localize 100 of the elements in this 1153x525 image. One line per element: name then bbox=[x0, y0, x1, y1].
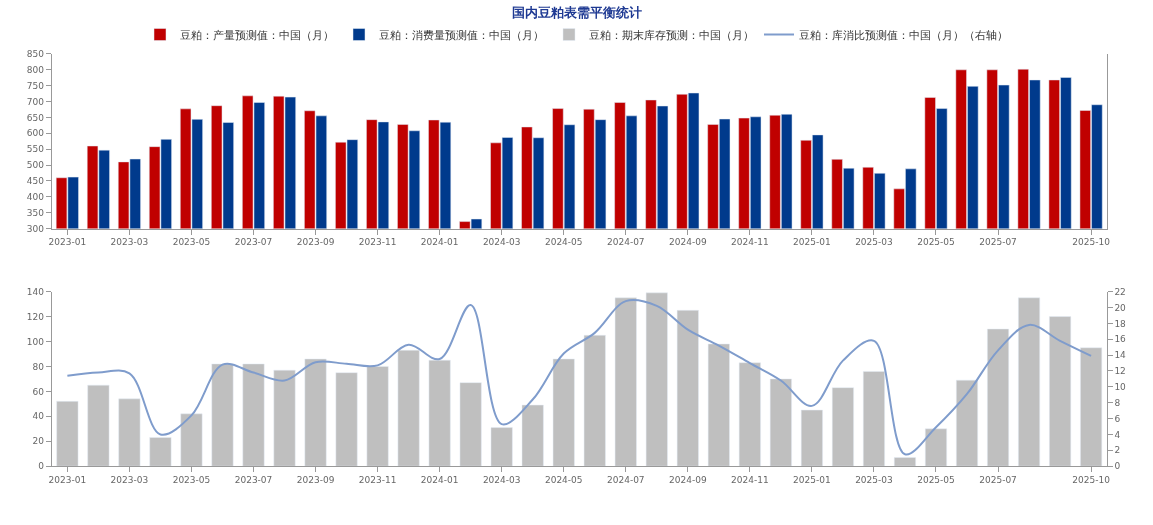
bar bbox=[676, 310, 699, 467]
bar bbox=[335, 372, 358, 467]
bar bbox=[180, 413, 203, 467]
y2-tick-label: 10 bbox=[1114, 381, 1127, 392]
x-tick-label: 2023-09 bbox=[296, 237, 335, 248]
y-tick-label: 750 bbox=[26, 80, 45, 91]
y2-tick-label: 2 bbox=[1114, 445, 1121, 456]
y-tick-label: 700 bbox=[26, 96, 45, 107]
bar bbox=[211, 363, 234, 467]
y-tick-label: 600 bbox=[26, 128, 45, 139]
y2-tick-label: 22 bbox=[1114, 286, 1126, 297]
y2-tick-label: 0 bbox=[1114, 461, 1121, 472]
y2-tick-label: 18 bbox=[1114, 318, 1127, 329]
x-tick-label: 2024-07 bbox=[606, 237, 645, 248]
x-tick-label: 2023-05 bbox=[172, 475, 211, 485]
bar bbox=[1080, 347, 1103, 467]
legend-label: 豆粕：期末库存预测：中国（月） bbox=[589, 28, 754, 42]
y-tick-label: 350 bbox=[26, 207, 45, 218]
bar bbox=[987, 328, 1009, 467]
bar bbox=[583, 335, 606, 467]
x-tick-label: 2024-05 bbox=[544, 237, 583, 248]
x-tick-label: 2024-05 bbox=[544, 475, 583, 485]
bar bbox=[56, 401, 79, 467]
y-tick-label: 800 bbox=[26, 64, 45, 75]
y2-tick-label: 16 bbox=[1114, 334, 1127, 345]
bar bbox=[490, 427, 513, 467]
y-tick-label: 0 bbox=[38, 461, 45, 472]
bar bbox=[552, 358, 575, 467]
legend-label: 豆粕：消费量预测值：中国（月） bbox=[379, 28, 544, 42]
bar bbox=[273, 369, 296, 467]
bar bbox=[521, 404, 544, 467]
bar bbox=[428, 359, 451, 467]
bar bbox=[831, 387, 854, 467]
x-tick-label: 2025-01 bbox=[793, 475, 831, 485]
bar bbox=[304, 358, 327, 467]
y-tick-label: 300 bbox=[26, 223, 45, 234]
x-tick-label: 2023-05 bbox=[172, 237, 211, 248]
x-tick-label: 2024-03 bbox=[482, 475, 521, 485]
bar bbox=[769, 378, 792, 467]
bar bbox=[1049, 316, 1072, 467]
x-tick-label: 2023-07 bbox=[234, 237, 273, 248]
x-tick-label: 2023-01 bbox=[48, 475, 87, 485]
y2-tick-label: 14 bbox=[1114, 350, 1127, 361]
y-tick-label: 20 bbox=[32, 436, 45, 447]
legend-label: 豆粕：库消比预测值：中国（月）（右轴） bbox=[799, 28, 1008, 42]
x-tick-label: 2024-09 bbox=[669, 237, 707, 248]
y-tick-label: 60 bbox=[32, 386, 45, 397]
y-tick-label: 650 bbox=[26, 112, 45, 123]
y-tick-label: 500 bbox=[26, 160, 45, 171]
line-series bbox=[66, 299, 1093, 456]
x-tick-label: 2024-11 bbox=[731, 237, 769, 248]
x-tick-label: 2023-03 bbox=[110, 475, 149, 485]
x-tick-label: 2024-07 bbox=[606, 475, 645, 485]
y-tick-label: 550 bbox=[26, 144, 45, 155]
bar bbox=[925, 428, 947, 467]
chart-title: 国内豆粕表需平衡统计 bbox=[511, 4, 642, 20]
y-tick-label: 100 bbox=[26, 336, 45, 347]
bar bbox=[1018, 297, 1040, 467]
x-tick-label: 2024-09 bbox=[669, 475, 707, 485]
x-tick-label: 2023-03 bbox=[110, 237, 149, 248]
x-tick-label: 2025-07 bbox=[979, 237, 1017, 248]
bar bbox=[956, 379, 978, 467]
x-tick-label: 2024-11 bbox=[731, 475, 769, 485]
y2-tick-label: 4 bbox=[1114, 429, 1121, 440]
x-tick-label: 2025-10 bbox=[1072, 237, 1111, 248]
bar bbox=[738, 362, 761, 467]
x-tick-label: 2024-03 bbox=[482, 237, 521, 248]
bar bbox=[366, 366, 389, 467]
y-tick-label: 400 bbox=[26, 191, 45, 202]
x-tick-label: 2024-01 bbox=[420, 475, 459, 485]
bar bbox=[87, 384, 110, 467]
x-tick-label: 2025-03 bbox=[855, 237, 893, 248]
x-tick-label: 2025-03 bbox=[855, 475, 893, 485]
y2-tick-label: 20 bbox=[1114, 302, 1127, 313]
y2-tick-label: 6 bbox=[1114, 413, 1121, 424]
y2-tick-label: 12 bbox=[1114, 366, 1126, 377]
bar bbox=[707, 343, 730, 467]
bar bbox=[118, 398, 141, 467]
y-tick-label: 140 bbox=[26, 286, 45, 297]
x-tick-label: 2023-01 bbox=[48, 237, 87, 248]
bar bbox=[149, 437, 172, 467]
y2-tick-label: 8 bbox=[1114, 397, 1121, 408]
x-tick-label: 2025-07 bbox=[979, 475, 1017, 485]
legend-label: 豆粕：产量预测值：中国（月） bbox=[180, 28, 334, 42]
bar bbox=[614, 297, 637, 467]
y-tick-label: 450 bbox=[26, 176, 45, 187]
y-tick-label: 120 bbox=[26, 311, 45, 322]
bar bbox=[242, 363, 265, 467]
y-tick-label: 850 bbox=[26, 49, 45, 60]
y-tick-label: 80 bbox=[32, 361, 45, 372]
x-tick-label: 2024-01 bbox=[420, 237, 459, 248]
x-tick-label: 2023-07 bbox=[234, 475, 273, 485]
x-tick-label: 2025-10 bbox=[1072, 475, 1111, 485]
bar bbox=[645, 292, 668, 467]
bar bbox=[800, 409, 823, 467]
x-tick-label: 2025-05 bbox=[917, 237, 955, 248]
x-tick-label: 2023-11 bbox=[358, 237, 397, 248]
bar bbox=[397, 349, 420, 467]
bar bbox=[862, 371, 885, 467]
x-tick-label: 2023-11 bbox=[358, 475, 397, 485]
